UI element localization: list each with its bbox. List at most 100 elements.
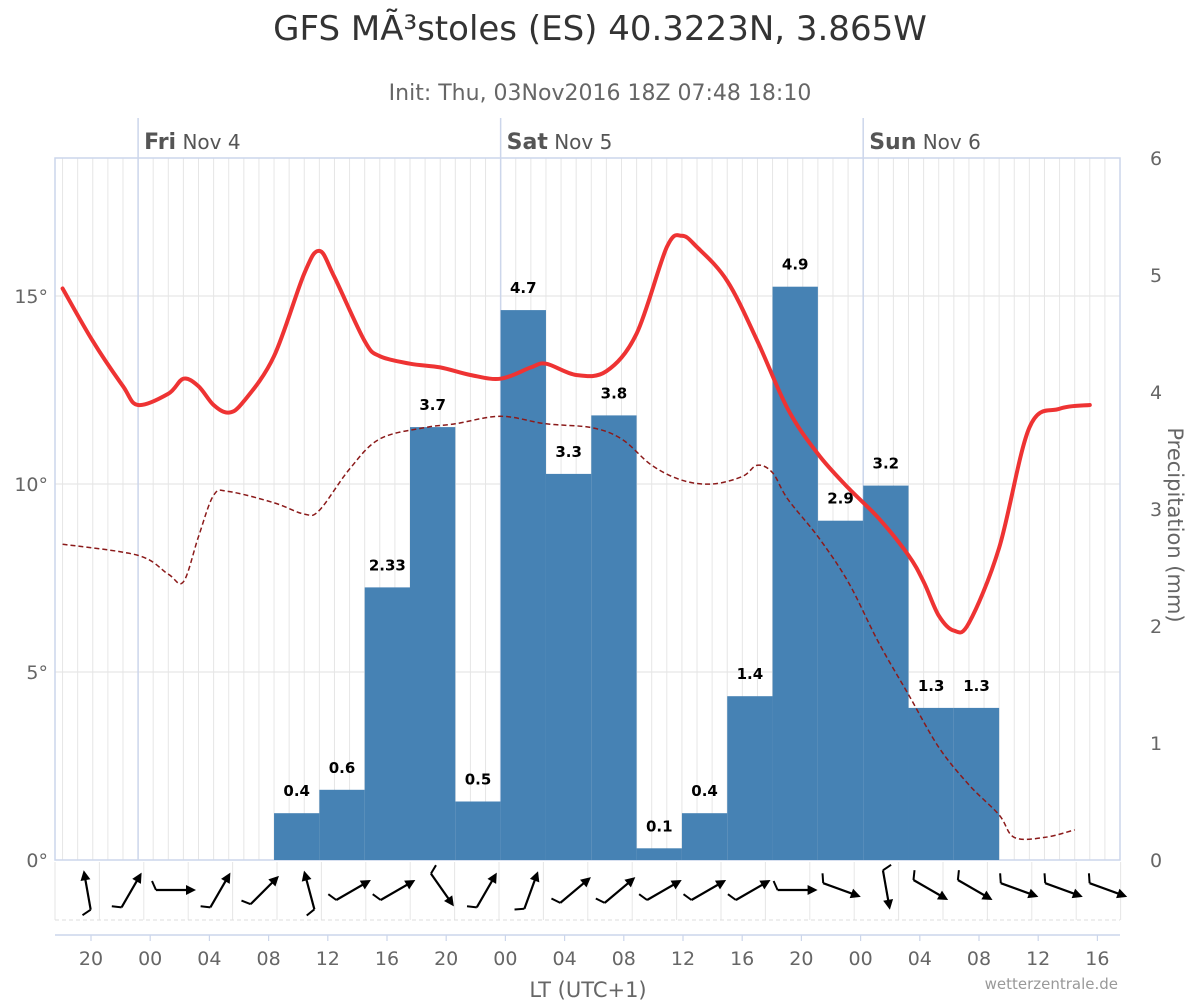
precipitation-label: 2.9	[827, 490, 854, 508]
wind-arrow	[151, 880, 196, 895]
wind-arrow	[301, 870, 316, 917]
time-tick-label: 16	[1085, 948, 1109, 970]
precipitation-bar	[817, 520, 864, 860]
wind-arrow-head	[268, 875, 279, 887]
temperature-axis: 0° 5° 10° 15°	[14, 286, 48, 872]
wind-arrow-head	[624, 877, 636, 888]
wind-arrow	[727, 880, 771, 901]
time-tick-label: 16	[730, 948, 754, 970]
precipitation-label: 0.6	[329, 759, 356, 777]
precipitation-label: 0.5	[465, 771, 492, 789]
wind-barb	[111, 905, 122, 909]
wind-barb	[372, 893, 382, 901]
time-tick-label: 08	[257, 948, 281, 970]
time-tick-label: 08	[967, 948, 991, 970]
precipitation-label: 4.7	[510, 279, 537, 297]
wind-barb	[956, 870, 960, 881]
wind-arrow-head	[849, 888, 861, 899]
day-label: Fri Nov 4	[144, 130, 241, 155]
precipitation-tick-label: 0	[1150, 850, 1162, 872]
wind-arrow	[514, 871, 540, 911]
wind-barb	[466, 905, 477, 909]
temperature-tick-label: 0°	[26, 850, 48, 872]
wind-arrow	[956, 870, 993, 900]
day-label: Sun Nov 6	[869, 130, 981, 155]
wind-barb	[151, 880, 157, 891]
precipitation-label: 1.4	[737, 665, 764, 683]
precipitation-axis-title: Precipitation (mm)	[1163, 427, 1187, 622]
time-tick-label: 00	[849, 948, 873, 970]
wind-arrow	[821, 873, 861, 899]
wind-barb	[882, 863, 892, 872]
day-name: Sat	[507, 130, 549, 155]
wind-arrow-head	[186, 885, 196, 895]
time-tick-label: 20	[434, 948, 458, 970]
precipitation-tick-label: 2	[1150, 616, 1162, 638]
precipitation-label: 3.3	[555, 443, 582, 461]
precipitation-bar	[410, 427, 456, 860]
wind-barb	[327, 893, 337, 901]
wind-arrow-head	[404, 880, 416, 890]
day-header: Fri Nov 4 Sat Nov 5 Sun Nov 6	[144, 130, 981, 155]
wind-arrow	[595, 877, 636, 904]
wind-arrow-head	[580, 877, 591, 888]
time-axis: 20 00 04 08 12 16 20 00 04 08 12 16 20 00 04 08 12 16	[79, 935, 1109, 970]
day-name: Fri	[144, 130, 176, 155]
day-date: Nov 6	[916, 130, 980, 154]
precipitation-bar	[681, 813, 728, 860]
precipitation-bar	[727, 696, 773, 860]
wind-arrow	[241, 875, 279, 906]
precipitation-bar	[274, 813, 320, 860]
wind-arrow	[372, 880, 416, 901]
wind-barb	[430, 864, 437, 875]
temperature-tick-label: 5°	[26, 662, 48, 684]
time-tick-label: 04	[197, 948, 221, 970]
wind-arrow	[327, 880, 371, 901]
wind-barb	[727, 893, 737, 901]
precipitation-tick-label: 3	[1150, 499, 1162, 521]
wind-arrow	[200, 872, 231, 909]
wind-arrow	[682, 880, 727, 901]
x-axis-title: LT (UTC+1)	[529, 978, 646, 1000]
wind-barb	[821, 873, 825, 884]
wind-arrow	[550, 877, 591, 904]
wind-barb	[912, 870, 916, 881]
wind-arrow	[772, 880, 818, 895]
precipitation-label: 2.33	[369, 556, 406, 574]
wind-arrow-head	[1116, 888, 1128, 899]
day-date: Nov 4	[176, 130, 240, 154]
time-tick-label: 16	[375, 948, 399, 970]
time-tick-label: 12	[1026, 948, 1050, 970]
wind-arrow-head	[444, 895, 454, 907]
wind-arrow-head	[132, 872, 142, 884]
wind-barb	[200, 905, 211, 909]
temperature-tick-label: 15°	[14, 286, 48, 308]
wind-arrow-head	[714, 880, 727, 890]
time-tick-label: 20	[79, 948, 103, 970]
time-tick-label: 00	[493, 948, 517, 970]
precipitation-label: 3.7	[419, 396, 446, 414]
precipitation-labels: 0.4 0.6 2.33 3.7 0.5 4.7 3.3 3.8 0.1 0.4 1.4 4.9 2.9…	[283, 256, 989, 836]
day-label: Sat Nov 5	[507, 130, 613, 155]
wind-barb	[1043, 873, 1047, 884]
dewpoint-line	[62, 415, 1075, 841]
wind-arrow-head	[80, 870, 91, 882]
precipitation-bar	[636, 848, 682, 860]
wind-arrow-head	[670, 880, 682, 890]
precipitation-label: 1.3	[918, 677, 945, 695]
wind-arrow	[1043, 873, 1083, 899]
wind-arrow-head	[807, 885, 818, 895]
wind-arrow-head	[759, 880, 771, 890]
day-date: Nov 5	[548, 130, 612, 154]
time-tick-label: 04	[908, 948, 932, 970]
precipitation-tick-label: 5	[1150, 265, 1162, 287]
wind-arrow-head	[529, 871, 540, 883]
wind-arrow-head	[1027, 888, 1039, 899]
wind-arrow-head	[221, 872, 231, 884]
precipitation-tick-label: 4	[1150, 382, 1162, 404]
precipitation-bar	[772, 286, 818, 860]
wind-arrow-head	[883, 898, 894, 910]
time-tick-label: 12	[316, 948, 340, 970]
time-tick-label: 08	[612, 948, 636, 970]
